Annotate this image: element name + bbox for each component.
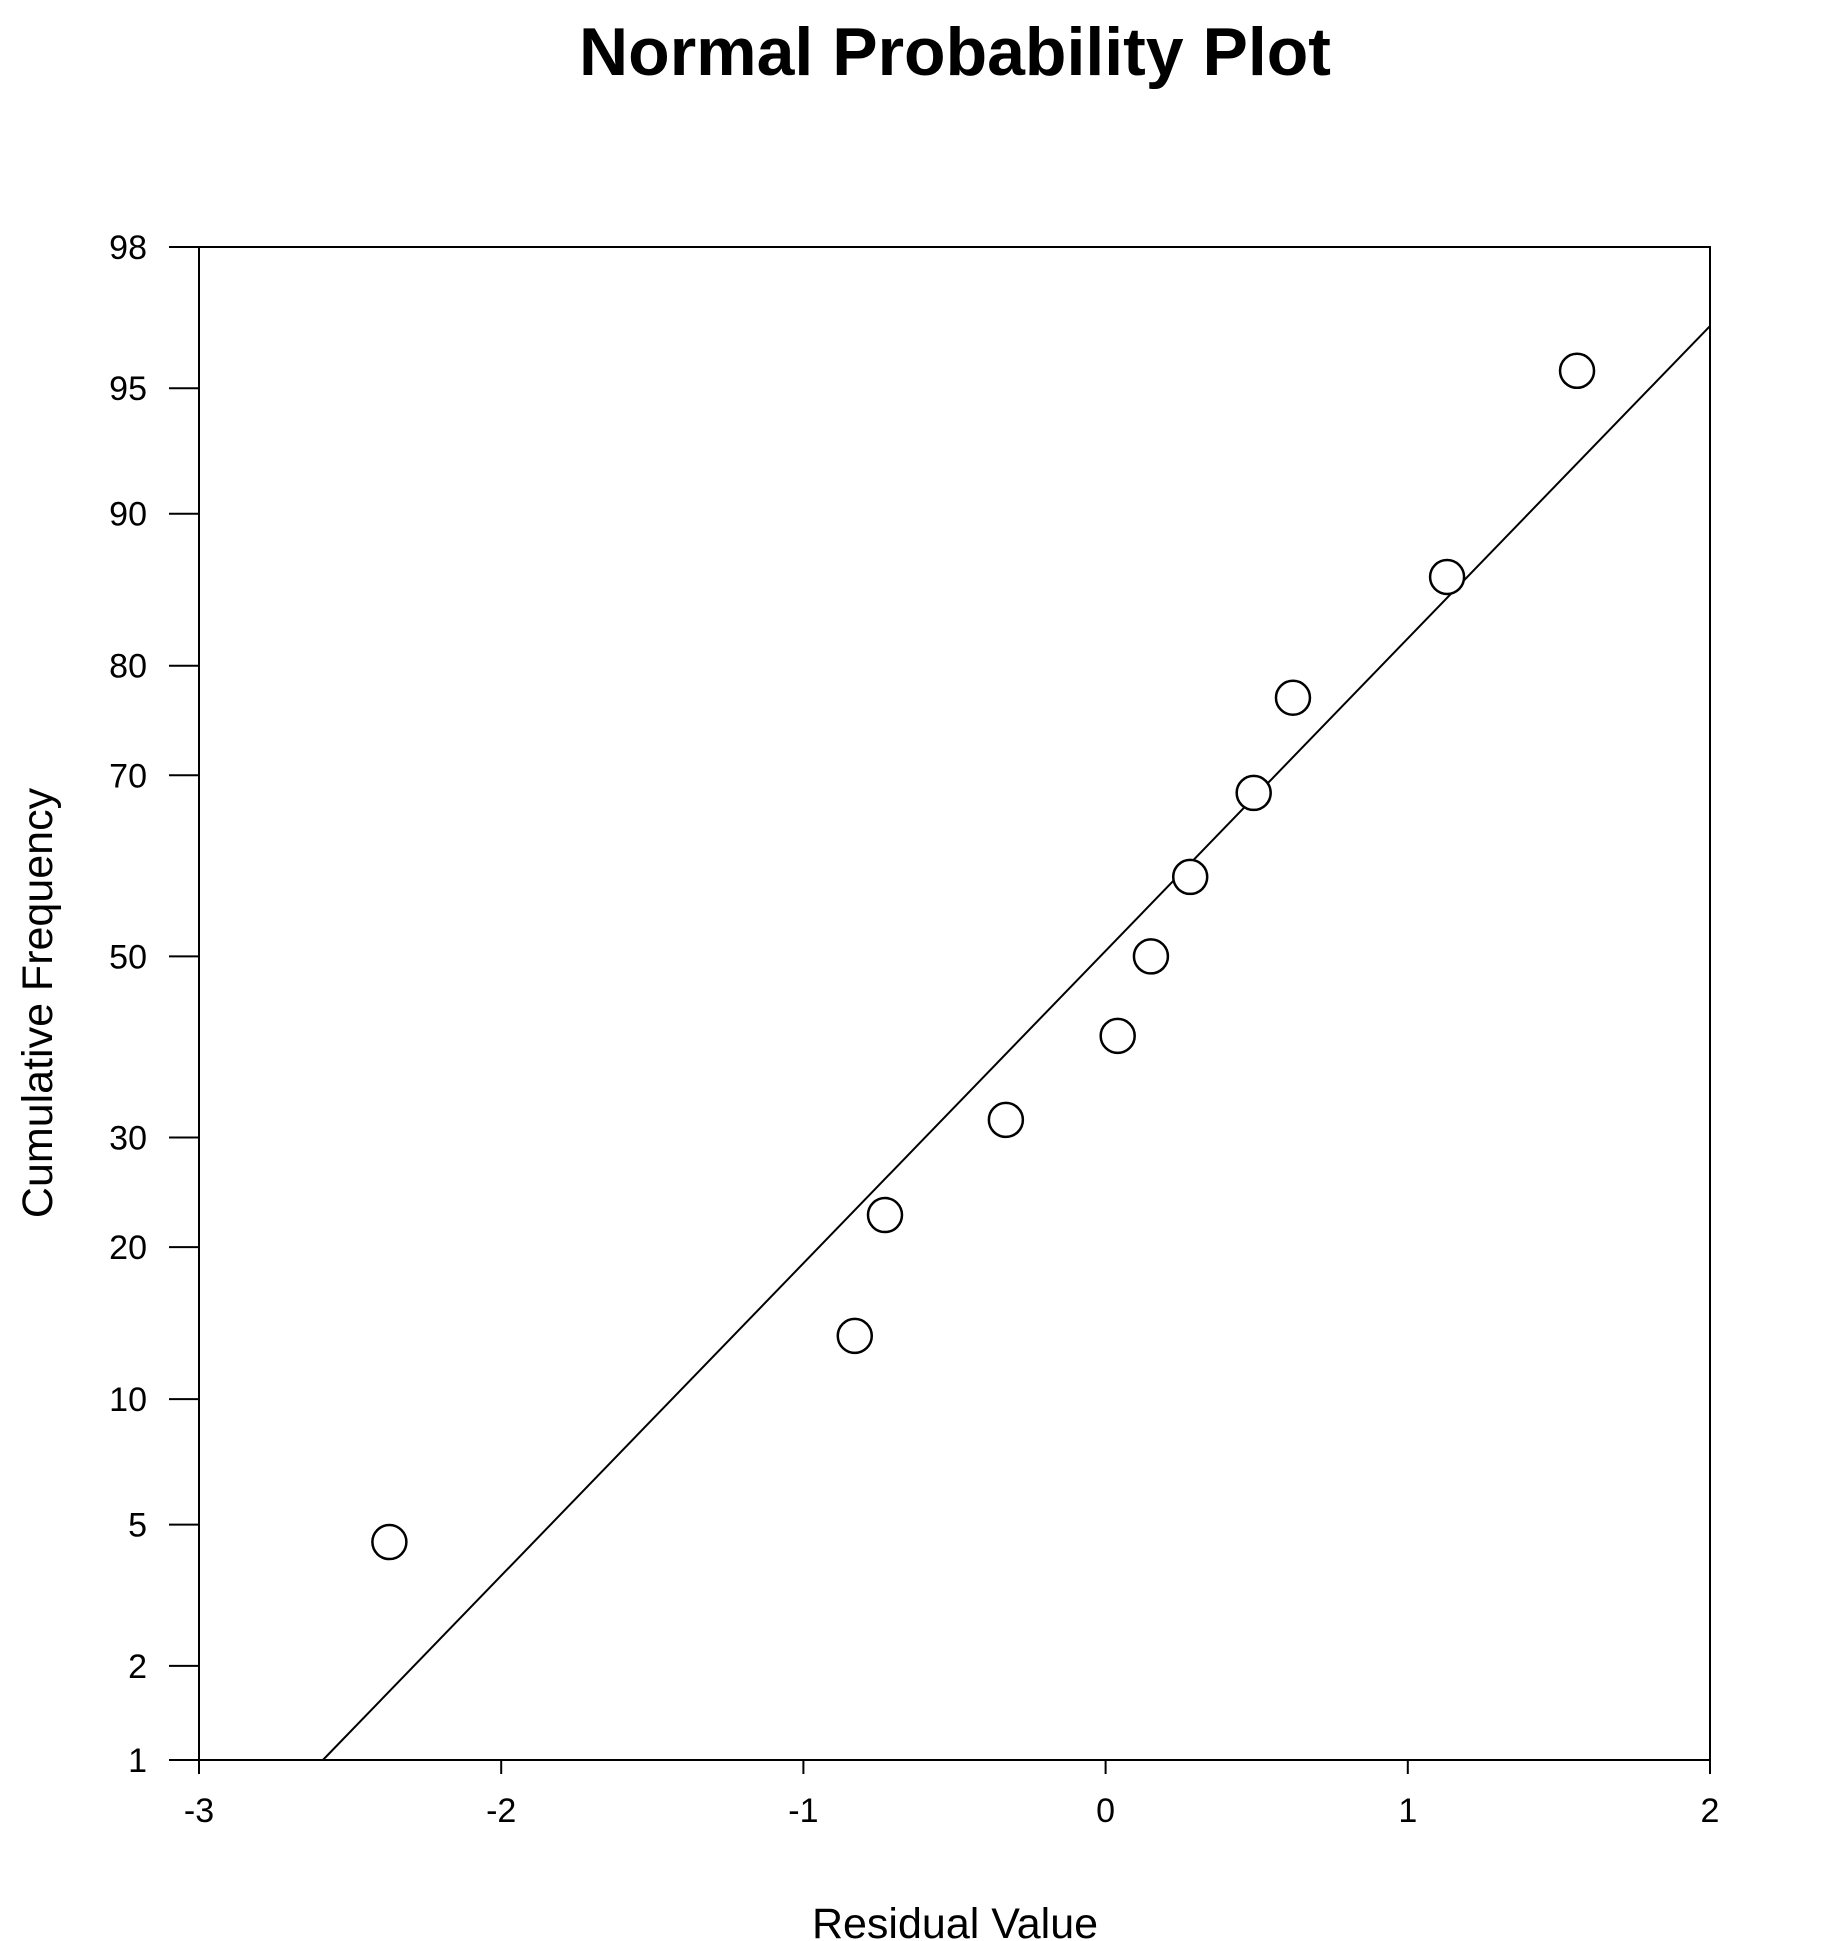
- x-tick-label: -1: [788, 1792, 818, 1830]
- data-point: [1171, 858, 1209, 896]
- x-tick-label: 2: [1701, 1792, 1720, 1830]
- x-tick-label: 1: [1398, 1792, 1417, 1830]
- data-point: [987, 1101, 1025, 1139]
- y-tick-label: 1: [128, 1742, 147, 1780]
- y-tick-label: 30: [109, 1120, 147, 1158]
- y-tick-label: 70: [109, 757, 147, 795]
- y-tick-label: 95: [109, 370, 147, 408]
- y-tick-label: 80: [109, 648, 147, 686]
- plot-frame: [198, 246, 1711, 1761]
- y-tick-label: 98: [109, 229, 147, 267]
- chart-title: Normal Probability Plot: [579, 14, 1331, 90]
- y-tick-label: 10: [109, 1381, 147, 1419]
- data-point: [1132, 938, 1170, 975]
- data-point: [371, 1523, 408, 1561]
- y-tick-label: 5: [128, 1507, 147, 1545]
- y-tick-label: 20: [109, 1229, 147, 1267]
- data-point: [836, 1317, 874, 1355]
- x-tick-label: 0: [1096, 1792, 1115, 1830]
- x-axis-label: Residual Value: [812, 1900, 1098, 1941]
- fit-line: [322, 325, 1711, 1761]
- x-tick-label: -3: [184, 1792, 214, 1830]
- data-point: [866, 1196, 904, 1234]
- y-tick-label: 90: [109, 496, 147, 534]
- data-point: [1428, 558, 1466, 596]
- y-tick-label: 2: [128, 1648, 147, 1686]
- x-axis: -3 -2 -1 0 1 2: [184, 1760, 1720, 1830]
- y-axis: 1 2 5 10 20 30 50 70 80 90 95 98: [109, 229, 199, 1780]
- data-point: [1274, 679, 1312, 717]
- y-tick-label: 50: [109, 938, 147, 976]
- data-points: [371, 352, 1596, 1561]
- data-point: [1558, 352, 1596, 390]
- data-point: [1235, 774, 1272, 812]
- x-tick-label: -2: [486, 1792, 516, 1830]
- data-point: [1099, 1017, 1136, 1055]
- y-axis-label: Cumulative Frequency: [14, 787, 62, 1218]
